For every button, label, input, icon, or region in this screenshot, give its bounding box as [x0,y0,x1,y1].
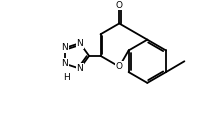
Text: N: N [76,39,83,48]
Text: H: H [64,73,70,82]
Text: O: O [116,1,123,10]
Text: N: N [62,59,68,68]
Text: N: N [76,64,83,73]
Text: O: O [116,62,123,71]
Text: N: N [62,43,68,53]
